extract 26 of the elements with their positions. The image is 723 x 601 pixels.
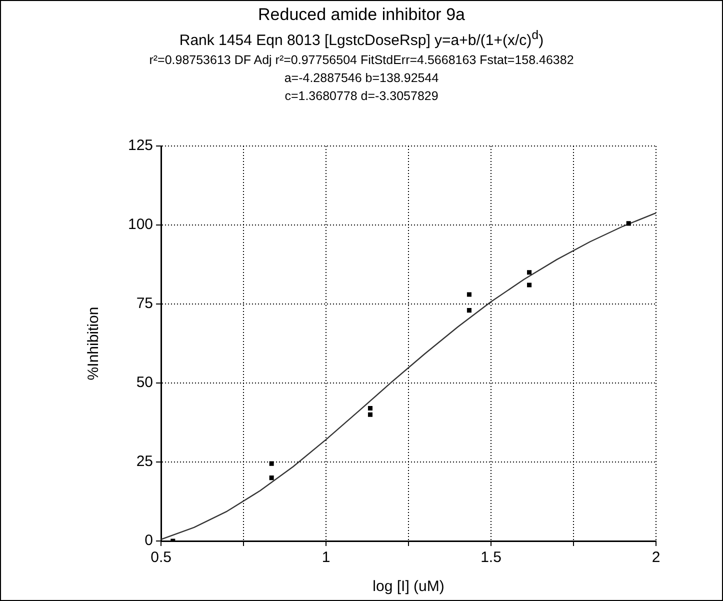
y-axis-title: %Inhibition	[85, 306, 102, 380]
y-tick-label: 75	[136, 295, 154, 312]
point	[626, 221, 631, 226]
y-tick-label: 25	[136, 453, 154, 470]
x-tick-label: 2	[652, 549, 660, 566]
point	[527, 270, 532, 275]
point	[269, 476, 274, 480]
chart-title: Reduced amide inhibitor 9a	[257, 5, 466, 25]
point	[466, 308, 472, 313]
x-tick-label: 1	[322, 549, 330, 566]
text: a=-4.2887546 b=138.92544	[283, 71, 440, 85]
point	[368, 412, 373, 417]
y-tick-label: 100	[128, 216, 154, 234]
y-tick-label: 0	[144, 532, 154, 550]
point	[527, 282, 532, 288]
x-axis-title: log [I] (uM)	[372, 578, 444, 596]
chart-subtitle: Rank 1454 Eqn 8013 [LgstcDoseRsp] y=a+b/(1+(x/c)$^{d}$)	[178, 28, 545, 49]
text: r²=0.98753613 DF Adj r²=0.97756504 FitStdErr=4.5668163 Fstat=158.46382	[148, 53, 575, 67]
point	[368, 406, 373, 411]
x-tick-label: 1.5	[480, 549, 502, 566]
point	[269, 461, 274, 466]
x-tick-label: 0.5	[150, 549, 172, 566]
text: c=1.3680778 d=-3.3057829	[284, 89, 440, 103]
point	[466, 292, 472, 297]
y-tick-label: 125	[128, 137, 154, 154]
y-tick-label: 50	[136, 374, 154, 392]
